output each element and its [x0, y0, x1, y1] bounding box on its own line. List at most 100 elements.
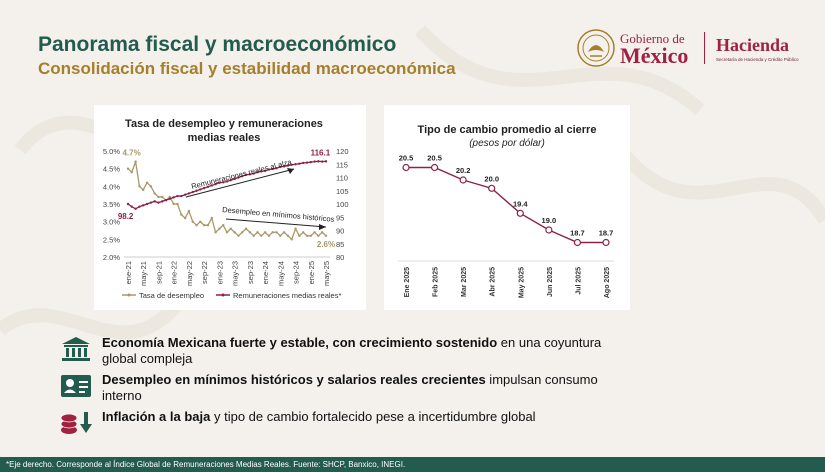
wages-point — [279, 165, 282, 169]
wages-point — [294, 163, 297, 166]
unemployment-point — [202, 224, 206, 227]
wages-point — [275, 167, 278, 170]
y-right-tick: 105 — [336, 187, 349, 196]
exchange-rate-point — [573, 238, 582, 247]
exchange-rate-value-label: 19.0 — [542, 216, 557, 225]
wages-point — [263, 169, 267, 173]
x-tick: ene-22 — [170, 261, 179, 284]
exchange-rate-value-label: 20.0 — [484, 174, 499, 183]
x-tick: may-22 — [185, 261, 194, 286]
wages-point — [320, 160, 324, 163]
wages-point — [191, 190, 194, 194]
wages-point — [286, 164, 290, 167]
wages-point — [214, 182, 217, 186]
unemployment-point — [168, 195, 172, 199]
wages-point — [252, 172, 255, 175]
y-right-tick: 110 — [336, 174, 348, 183]
y-right-tick: 90 — [336, 227, 344, 236]
legend-label-wages: Remuneraciones medias reales* — [233, 291, 341, 300]
unemployment-point — [263, 231, 267, 234]
unemployment-point — [142, 188, 145, 192]
unemployment-point — [282, 231, 286, 234]
wages-point — [210, 184, 213, 187]
exchange-rate-line — [406, 166, 606, 244]
data-label: 4.7% — [122, 149, 140, 158]
wages-point — [130, 205, 134, 208]
legend-marker-unemployment — [127, 293, 131, 297]
exchange-rate-point — [430, 163, 439, 172]
unemployment-point — [241, 231, 244, 234]
wages-point — [225, 180, 229, 183]
unemployment-point — [225, 231, 229, 234]
wages-point — [138, 205, 141, 208]
bullet-inflation-rest: y tipo de cambio fortalecido pese a ince… — [210, 409, 536, 424]
wages-point — [298, 162, 301, 165]
x-tick: ene-24 — [261, 261, 270, 284]
chart-title-exchange: Tipo de cambio promedio al cierre — [417, 124, 597, 136]
wages-point — [172, 196, 175, 199]
y-right-tick: 80 — [336, 253, 344, 262]
x-tick: Ene 2025 — [404, 267, 411, 297]
y-left-tick: 4.0% — [103, 182, 120, 191]
unemployment-point — [248, 231, 252, 234]
x-tick: ene-25 — [307, 261, 316, 284]
bullet-economy-rest: en una coyuntura global compleja — [102, 335, 602, 366]
unemployment-point — [309, 234, 312, 237]
logo-gobierno-line1: Gobierno de — [620, 31, 685, 46]
y-left-tick: 3.5% — [103, 200, 120, 209]
legend-marker-wages — [221, 293, 225, 297]
wages-point — [256, 171, 259, 174]
x-tick: may-24 — [276, 261, 285, 286]
unemployment-point — [298, 234, 301, 237]
exchange-rate-chart: 20.5 20.5 20.2 20.0 19.4 19.0 18.7 18.7 Ene 2025… — [398, 154, 614, 298]
y-left-tick: 4.5% — [103, 165, 120, 174]
x-tick: ene-21 — [124, 261, 133, 284]
unemployment-point — [267, 234, 271, 237]
unemployment-point — [214, 231, 217, 234]
unemployment-point — [279, 234, 282, 237]
wages-point — [168, 197, 172, 200]
unemployment-point — [244, 227, 248, 230]
exchange-rate-value-label: 18.7 — [570, 229, 585, 238]
wages-trend-arrow — [185, 168, 295, 198]
exchange-rate-value-label: 19.4 — [513, 199, 528, 208]
unemployment-chart: 5.0% 4.5% 4.0% 3.5% 3.0% 2.5% 2.0% 120 115 110 105… — [103, 147, 349, 300]
wages-point — [183, 193, 187, 196]
exchange-rate-value-label: 20.5 — [399, 154, 414, 163]
x-tick: may-23 — [231, 261, 240, 286]
wages-point — [309, 160, 312, 164]
exchange-rate-chart-panel: Tipo de cambio promedio al cierre (pesos… — [384, 105, 630, 310]
wages-point — [313, 160, 316, 163]
footer-text: *Eje derecho. Corresponde al Índice Glob… — [6, 460, 406, 469]
unemployment-point — [275, 231, 278, 234]
wages-point — [260, 170, 263, 173]
wages-point — [324, 160, 328, 163]
x-tick: may-21 — [139, 261, 148, 286]
wages-point — [271, 167, 274, 171]
unemployment-point — [252, 234, 255, 237]
bullet-inflation-bold: Inflación a la baja — [102, 409, 211, 424]
bullet-employment-bold: Desempleo en mínimos históricos y salari… — [102, 372, 486, 387]
wages-point — [145, 202, 149, 206]
bullet-economy-bold: Economía Mexicana fuerte y estable, con … — [102, 335, 498, 350]
wages-point — [218, 181, 221, 184]
y-right-tick: 115 — [336, 160, 348, 169]
unemployment-point — [317, 234, 320, 237]
exchange-rate-point — [488, 184, 496, 192]
wages-point — [317, 160, 320, 163]
wages-point — [241, 174, 244, 178]
exchange-rate-value-label: 20.5 — [427, 154, 442, 163]
unemployment-point — [206, 224, 210, 227]
logo-hacienda: Hacienda — [716, 35, 790, 55]
unemployment-point — [237, 234, 240, 237]
x-tick: may-25 — [322, 261, 331, 286]
unemployment-point — [180, 213, 183, 216]
wages-point — [149, 201, 153, 204]
annotation-unemployment: Desempleo en mínimos históricos — [222, 205, 335, 224]
unemployment-point — [218, 227, 221, 230]
bullet-employment-rest: impulsan consumo interno — [102, 372, 598, 403]
unemployment-point — [134, 160, 137, 163]
wages-point — [195, 189, 198, 192]
data-label: 2.6% — [317, 240, 335, 249]
wages-point — [161, 200, 164, 203]
